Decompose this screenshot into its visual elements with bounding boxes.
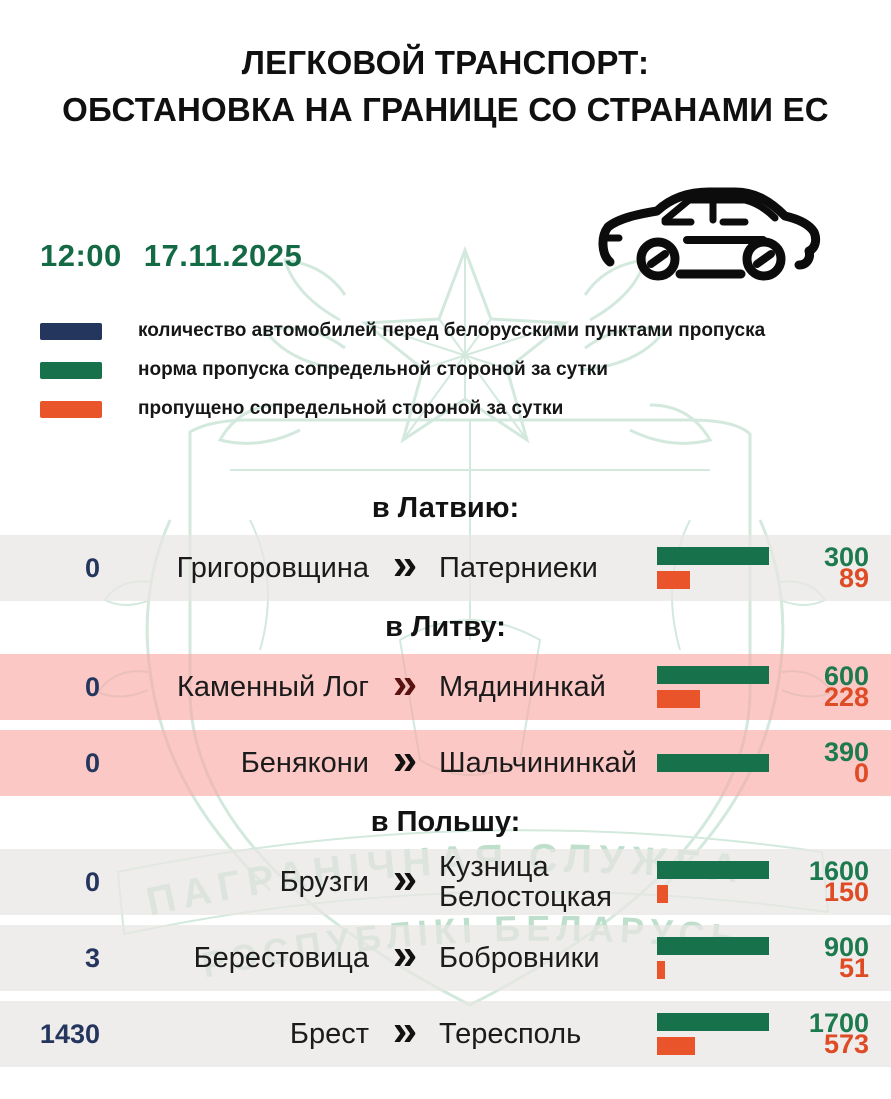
checkpoint-row: 0 Бенякони» Шальчининкай 390 0 bbox=[0, 730, 891, 796]
section-title-1: в Литву: bbox=[385, 611, 506, 643]
checkpoint-from: Брузги bbox=[279, 865, 369, 898]
legend-swatch-icon bbox=[40, 322, 102, 340]
passed-bar bbox=[657, 571, 690, 589]
norm-bar bbox=[657, 754, 769, 772]
chevron-right-icon: » bbox=[392, 735, 418, 784]
checkpoint-to-line: Патерниеки bbox=[439, 551, 598, 584]
value-group: 1700 573 bbox=[769, 1008, 891, 1059]
norm-value: 390 bbox=[823, 737, 869, 767]
checkpoint-from: Каменный Лог bbox=[177, 670, 369, 703]
page-title: ЛЕГКОВОЙ ТРАНСПОРТ: ОБСТАНОВКА НА ГРАНИЦ… bbox=[0, 40, 891, 134]
queue-count: 0 bbox=[84, 552, 100, 583]
page-title-line2: ОБСТАНОВКА НА ГРАНИЦЕ СО СТРАНАМИ ЕС bbox=[62, 90, 829, 128]
report-time: 12:00 bbox=[40, 238, 122, 273]
bar-group bbox=[657, 861, 769, 903]
bar-group bbox=[657, 1013, 769, 1055]
checkpoint-row: 0 Брузги» Кузница Белостоцкая 1600 150 bbox=[0, 849, 891, 915]
norm-value: 900 bbox=[823, 932, 869, 962]
report-date: 17.11.2025 bbox=[143, 238, 303, 273]
checkpoint-to: Кузница Белостоцкая bbox=[427, 850, 657, 913]
norm-bar bbox=[657, 1013, 769, 1031]
chevron-right-icon: » bbox=[392, 930, 418, 979]
legend-item-0: количество автомобилей перед белорусским… bbox=[40, 320, 860, 342]
queue-count: 1430 bbox=[39, 1018, 100, 1049]
chevron-right-icon: » bbox=[392, 540, 418, 589]
checkpoint-to-line: Бобровники bbox=[439, 941, 600, 974]
queue-count: 0 bbox=[84, 671, 100, 702]
queue-count: 0 bbox=[84, 866, 100, 897]
passed-value: 0 bbox=[853, 758, 869, 788]
legend-item-label: количество автомобилей перед белорусским… bbox=[138, 320, 766, 341]
checkpoint-row: 0 Каменный Лог » Мядининкай 600 228 bbox=[0, 654, 891, 720]
checkpoint-to-line: Тересполь bbox=[439, 1017, 582, 1050]
norm-bar bbox=[657, 547, 769, 565]
bar-group bbox=[657, 547, 769, 589]
checkpoint-row: 0 Григоровщина » Патерниеки 300 89 bbox=[0, 535, 891, 601]
norm-value: 300 bbox=[823, 542, 869, 572]
checkpoint-to: Патерниеки bbox=[427, 551, 657, 584]
checkpoint-to-line: Шальчининкай bbox=[439, 746, 637, 779]
page-title-line1: ЛЕГКОВОЙ ТРАНСПОРТ: bbox=[241, 44, 650, 81]
passed-bar bbox=[657, 885, 668, 903]
checkpoint-to: Шальчининкай bbox=[427, 746, 657, 779]
passed-value: 51 bbox=[838, 953, 869, 983]
checkpoint-from: Берестовица bbox=[193, 941, 369, 974]
chevron-right-icon: » bbox=[392, 1006, 418, 1055]
bar-group bbox=[657, 937, 769, 979]
checkpoint-to: Тересполь bbox=[427, 1017, 657, 1050]
checkpoint-row: 3 Берестовица » Бобровники 900 51 bbox=[0, 925, 891, 991]
bar-group bbox=[657, 666, 769, 708]
chevron-right-icon: » bbox=[392, 854, 418, 903]
legend-item-2: пропущено сопредельной стороной за сутки bbox=[40, 398, 860, 420]
passed-value: 573 bbox=[823, 1029, 869, 1059]
value-group: 300 89 bbox=[769, 542, 891, 593]
passed-value: 150 bbox=[823, 877, 869, 907]
legend-swatch-icon bbox=[40, 361, 102, 379]
passed-bar bbox=[657, 690, 700, 708]
report-datetime: 12:00 17.11.2025 bbox=[40, 238, 302, 274]
legend-item-label: норма пропуска сопредельной стороной за … bbox=[138, 359, 608, 380]
section-title-0: в Латвию: bbox=[371, 492, 520, 524]
norm-bar bbox=[657, 937, 769, 955]
checkpoint-to-line: Белостоцкая bbox=[439, 881, 612, 913]
passed-value: 228 bbox=[823, 682, 869, 712]
norm-bar bbox=[657, 861, 769, 879]
legend-item-1: норма пропуска сопредельной стороной за … bbox=[40, 359, 860, 381]
passed-value: 89 bbox=[838, 563, 869, 593]
queue-count: 0 bbox=[84, 747, 100, 778]
checkpoint-to-line: Кузница bbox=[439, 850, 549, 883]
chevron-right-icon: » bbox=[392, 659, 418, 708]
legend: количество автомобилей перед белорусским… bbox=[40, 320, 860, 437]
legend-item-label: пропущено сопредельной стороной за сутки bbox=[138, 398, 564, 419]
queue-count: 3 bbox=[84, 942, 100, 973]
value-group: 1600 150 bbox=[769, 858, 891, 907]
norm-value: 1700 bbox=[808, 1008, 869, 1038]
checkpoint-to: Бобровники bbox=[427, 941, 657, 974]
passed-bar bbox=[657, 961, 665, 979]
checkpoint-to-line: Мядининкай bbox=[439, 670, 606, 703]
passed-bar bbox=[657, 1037, 695, 1055]
checkpoint-to: Мядининкай bbox=[427, 670, 657, 703]
checkpoint-from: Брест bbox=[289, 1017, 369, 1050]
checkpoint-from: Бенякони bbox=[240, 746, 369, 779]
legend-swatch-icon bbox=[40, 400, 102, 418]
norm-bar bbox=[657, 666, 769, 684]
value-group: 900 51 bbox=[769, 932, 891, 983]
section-title-2: в Польшу: bbox=[370, 806, 521, 838]
value-group: 390 0 bbox=[769, 737, 891, 788]
car-icon bbox=[595, 178, 827, 288]
checkpoint-from: Григоровщина bbox=[176, 551, 369, 584]
checkpoint-row: 1430 Брест » Тересполь 1700 573 bbox=[0, 1001, 891, 1067]
bar-group bbox=[657, 754, 769, 772]
checkpoint-board: в Латвию: 0 Григоровщина» Патерниеки 300 89 в … bbox=[0, 488, 891, 1077]
value-group: 600 228 bbox=[769, 663, 891, 712]
